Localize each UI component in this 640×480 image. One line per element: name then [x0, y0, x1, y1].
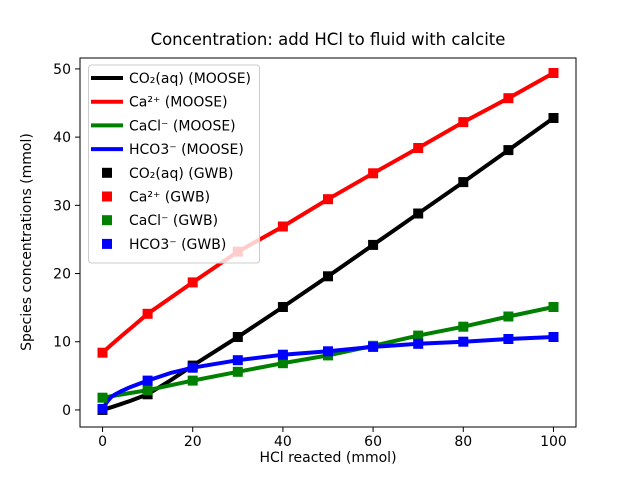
x-axis-label: HCl reacted (mmol): [259, 450, 397, 466]
data-point: [368, 168, 379, 179]
data-point: [232, 355, 243, 366]
legend-label: HCO3⁻ (MOOSE): [129, 142, 244, 158]
data-point: [368, 239, 379, 250]
data-point: [277, 349, 288, 360]
data-point: [503, 145, 514, 156]
data-point: [97, 403, 108, 414]
data-point: [503, 93, 514, 104]
y-axis-label: Species concentrations (mmol): [19, 133, 35, 351]
data-point: [548, 332, 559, 342]
legend-label: CO₂(aq) (GWB): [129, 166, 233, 182]
y-tick-label: 50: [53, 62, 71, 78]
legend-marker-handle: [102, 215, 112, 226]
data-point: [548, 68, 559, 78]
legend-box: [88, 64, 260, 264]
data-point: [187, 277, 198, 288]
data-point: [413, 143, 424, 153]
legend: CO₂(aq) (MOOSE) Ca²⁺ (MOOSE) CaCl⁻ (MOOSE)…: [88, 64, 260, 264]
series-line-HCO3⁻ (MOOSE): [100, 335, 554, 410]
x-tick-label: 0: [98, 434, 107, 450]
legend-label: Ca²⁺ (MOOSE): [129, 95, 228, 111]
legend-label: Ca²⁺ (GWB): [129, 190, 210, 206]
x-tick-label: 100: [540, 434, 567, 450]
legend-marker-handle: [102, 191, 112, 202]
data-point: [277, 302, 288, 312]
data-point: [277, 221, 288, 232]
axes-spines: [79, 57, 577, 428]
data-point: [413, 338, 424, 349]
data-point: [548, 302, 559, 312]
data-point: [458, 177, 469, 188]
y-tick-label: 20: [53, 267, 71, 283]
data-point: [232, 332, 243, 342]
x-tick-label: 80: [454, 434, 472, 450]
data-point: [142, 308, 153, 319]
data-point: [458, 117, 469, 128]
series-line-CO₂(aq) (MOOSE): [101, 116, 555, 412]
x-tick-label: 20: [184, 434, 202, 450]
data-point: [548, 113, 559, 123]
data-point: [97, 392, 108, 403]
data-point: [97, 347, 108, 358]
legend-marker-handle: [102, 167, 112, 178]
legend-marker-handle: [102, 238, 112, 249]
data-point: [458, 336, 469, 347]
data-point: [277, 358, 288, 369]
data-point: [368, 341, 379, 352]
series-markers-HCO3⁻ (GWB): [97, 332, 559, 414]
series-line-Ca²⁺ (MOOSE): [101, 71, 555, 355]
data-point: [503, 334, 514, 344]
data-point: [142, 375, 153, 386]
data-point: [142, 385, 153, 396]
x-tick-label: 60: [364, 434, 382, 450]
y-tick-label: 10: [53, 335, 71, 351]
data-point: [323, 194, 333, 205]
y-tick-label: 30: [53, 198, 71, 214]
data-point: [323, 346, 333, 357]
chart-title: Concentration: add HCl to fluid with cal…: [150, 30, 506, 49]
data-point: [187, 362, 198, 373]
legend-label: CaCl⁻ (GWB): [129, 213, 218, 229]
data-point: [232, 366, 243, 377]
data-point: [413, 208, 424, 219]
legend-label: HCO3⁻ (GWB): [129, 237, 226, 253]
y-tick-label: 40: [53, 130, 71, 146]
data-point: [503, 311, 514, 322]
legend-label: CaCl⁻ (MOOSE): [129, 118, 236, 134]
y-tick-label: 0: [62, 403, 71, 419]
legend-label: CO₂(aq) (MOOSE): [129, 71, 251, 87]
data-point: [187, 375, 198, 386]
x-tick-label: 40: [274, 434, 292, 450]
data-point: [413, 330, 424, 341]
data-point: [323, 271, 333, 282]
data-point: [458, 321, 469, 332]
